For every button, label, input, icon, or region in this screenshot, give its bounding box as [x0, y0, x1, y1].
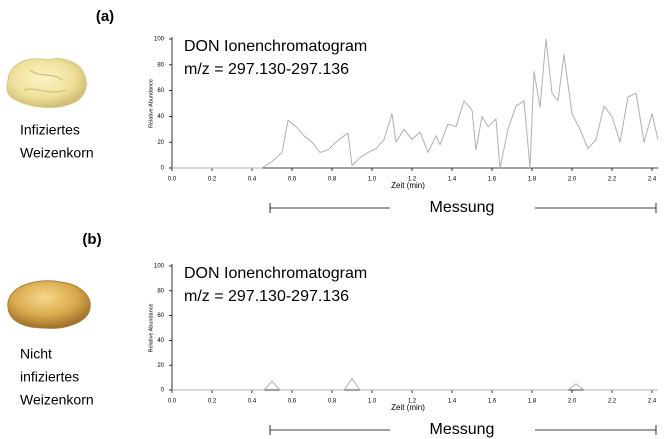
y-tick-label: 100 [154, 37, 165, 43]
image-caption: infiziertes [20, 369, 79, 385]
chart-title: DON Ionenchromatogram [184, 38, 367, 55]
x-tick-label: 0.4 [248, 399, 257, 405]
x-tick-label: 2.4 [648, 399, 657, 405]
data-line [172, 38, 659, 169]
image-caption: Weizenkorn [20, 145, 94, 161]
x-tick-label: 2.2 [608, 399, 617, 405]
x-tick-label: 0.0 [168, 177, 177, 183]
x-tick-label: 2.0 [568, 399, 577, 405]
x-tick-label: 1.6 [488, 177, 497, 183]
y-tick-label: 20 [157, 140, 164, 146]
y-tick-label: 60 [157, 88, 164, 94]
x-tick-label: 1.0 [368, 399, 377, 405]
x-axis-label: Zeit (min) [391, 181, 425, 190]
x-tick-label: 0.6 [288, 177, 297, 183]
x-tick-label: 2.2 [608, 177, 617, 183]
y-tick-label: 100 [154, 264, 165, 270]
x-tick-label: 2.4 [648, 177, 657, 183]
image-caption: Nicht [20, 346, 52, 362]
measurement-label: Messung [430, 421, 495, 438]
x-tick-label: 0.0 [168, 399, 177, 405]
chart-subtitle: m/z = 297.130-297.136 [184, 61, 349, 78]
healthy-kernel-image [7, 280, 91, 329]
panel-label: (b) [82, 231, 101, 248]
x-tick-label: 1.0 [368, 177, 377, 183]
infected-kernel-image [6, 58, 87, 108]
data-line [172, 378, 658, 391]
x-tick-label: 2.0 [568, 177, 577, 183]
y-axis-label: Relative Abundance [148, 304, 154, 353]
chart-subtitle: m/z = 297.130-297.136 [184, 288, 349, 305]
x-tick-label: 1.6 [488, 399, 497, 405]
measurement-label: Messung [430, 199, 495, 216]
x-tick-label: 1.2 [408, 177, 417, 183]
chart-title: DON Ionenchromatogram [184, 265, 367, 282]
y-axis-label: Relative Abundance [148, 79, 154, 128]
x-tick-label: 1.4 [448, 177, 457, 183]
kernel-texture [23, 69, 67, 93]
y-tick-label: 80 [157, 288, 164, 294]
y-tick-label: 0 [161, 166, 165, 172]
x-tick-label: 0.4 [248, 177, 257, 183]
y-tick-label: 40 [157, 114, 164, 120]
y-tick-label: 20 [157, 363, 164, 369]
x-axis-label: Zeit (min) [391, 403, 425, 412]
x-tick-label: 0.2 [208, 177, 217, 183]
y-tick-label: 0 [161, 388, 165, 394]
image-caption: Infiziertes [20, 122, 80, 138]
x-tick-label: 0.6 [288, 399, 297, 405]
y-tick-label: 60 [157, 313, 164, 319]
x-tick-label: 1.2 [408, 399, 417, 405]
x-tick-label: 1.8 [528, 399, 537, 405]
x-tick-label: 1.8 [528, 177, 537, 183]
y-tick-label: 80 [157, 62, 164, 68]
x-tick-label: 0.2 [208, 399, 217, 405]
x-tick-label: 0.8 [328, 177, 337, 183]
panel-label: (a) [96, 8, 114, 25]
x-tick-label: 0.8 [328, 399, 337, 405]
image-caption: Weizenkorn [20, 392, 94, 408]
x-tick-label: 1.4 [448, 399, 457, 405]
y-tick-label: 40 [157, 338, 164, 344]
